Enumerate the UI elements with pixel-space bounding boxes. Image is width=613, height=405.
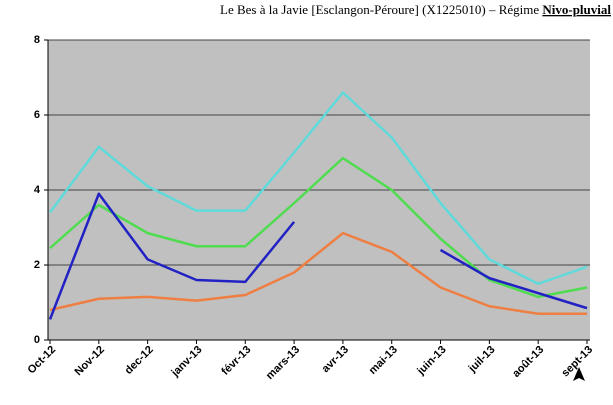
- x-tick-label: Oct-12: [25, 344, 58, 377]
- series-line: [48, 91, 588, 285]
- y-tick-label: 6: [34, 109, 40, 121]
- chart-title: Le Bes à la Javie [Esclangon-Péroure] (X…: [220, 2, 611, 17]
- series-line: [49, 156, 588, 299]
- x-tick-label: janv-13: [169, 344, 205, 380]
- y-tick-label: 4: [34, 184, 41, 196]
- x-tick-label: mars-13: [264, 344, 302, 382]
- cursor-icon: [573, 367, 585, 381]
- plot-area: 0 2 4 6 8 Oct-12 Nov-12 dec-12 janv-13 févr-13 mar…: [25, 34, 595, 382]
- x-tick-label: févr-13: [219, 344, 253, 378]
- title-highlight: Nivo-pluvial: [542, 2, 611, 17]
- x-tick-label: août-13: [510, 344, 546, 380]
- x-tick-label: juil-13: [466, 344, 498, 376]
- x-tick-label: juin-13: [414, 344, 448, 378]
- x-tick-label: dec-12: [123, 344, 156, 377]
- x-tick-label: Nov-12: [73, 344, 107, 378]
- x-tick-label: avr-13: [320, 344, 351, 375]
- title-text: Le Bes à la Javie [Esclangon-Péroure] (X…: [220, 2, 539, 17]
- x-tick-label: mai-13: [367, 344, 400, 377]
- series-line: [49, 231, 587, 315]
- y-tick-label: 2: [34, 259, 40, 271]
- y-tick-label: 8: [34, 34, 40, 46]
- y-tick-label: 0: [34, 334, 40, 346]
- series-line: [48, 192, 588, 320]
